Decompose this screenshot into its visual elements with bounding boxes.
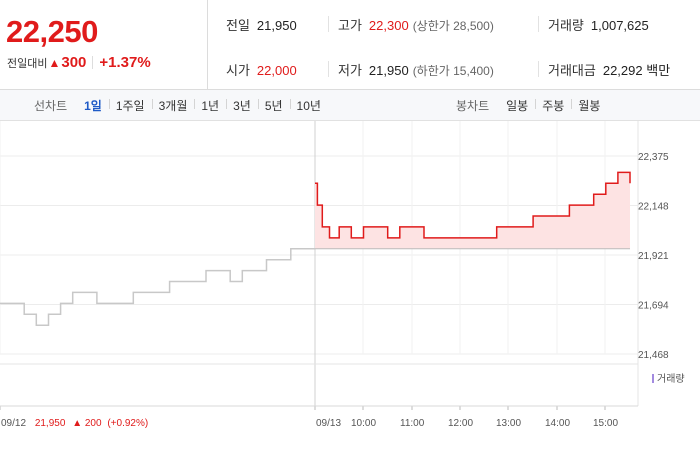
tab-10y[interactable]: 10년	[289, 97, 328, 114]
area-fill	[315, 172, 630, 249]
stats-grid: 전일 21,950 고가 22,300 (상한가 28,500) 거래량 1,007,6…	[208, 0, 700, 90]
stat-value: 21,950	[368, 63, 409, 78]
line-chart-tabs: 선차트 1일 1주일 3개월 1년 3년 5년 10년	[34, 90, 328, 121]
stat-prev-close: 전일 21,950	[226, 15, 297, 34]
change-amount: 300	[61, 54, 87, 71]
stat-trade-value: 거래대금 22,292 백만	[548, 60, 670, 79]
quote-header: 22,250 전일대비 ▲ 300 +1.37% 전일 21,950 고가 22,3…	[0, 0, 700, 90]
tab-daily[interactable]: 일봉	[506, 99, 529, 113]
line-chart-label: 선차트	[34, 99, 68, 113]
up-triangle-icon: ▲	[48, 55, 61, 70]
chart-series	[0, 171, 631, 326]
y-tick-label: 22,375	[638, 152, 669, 163]
divider	[328, 61, 329, 77]
change-label: 전일대비	[7, 57, 48, 70]
volume-legend-swatch	[652, 374, 654, 383]
chart-period-tabs: 선차트 1일 1주일 3개월 1년 3년 5년 10년 봉차트 일봉 주봉 월봉	[0, 90, 700, 121]
tab-3y[interactable]: 3년	[226, 97, 258, 114]
prev-day-change-percent: (+0.92%)	[107, 418, 148, 429]
stat-sub: (하한가 15,400)	[412, 64, 494, 78]
x-tick-label: 14:00	[545, 418, 570, 429]
tab-monthly[interactable]: 월봉	[571, 97, 607, 114]
tab-1d[interactable]: 1일	[84, 99, 102, 113]
prev-day-change: 200	[85, 418, 102, 429]
series-line-09/13	[315, 171, 631, 239]
stat-value: 22,000	[256, 63, 297, 78]
divider	[92, 56, 94, 69]
stat-label: 거래량	[548, 18, 584, 33]
y-tick-label: 21,468	[638, 350, 669, 361]
stat-value: 22,300	[368, 18, 409, 33]
x-tick-label: 13:00	[496, 418, 521, 429]
x-tick-label: 15:00	[593, 418, 618, 429]
y-tick-label: 21,921	[638, 251, 669, 262]
change-percent: +1.37%	[99, 54, 151, 71]
tab-5y[interactable]: 5년	[257, 97, 290, 114]
tab-1w[interactable]: 1주일	[108, 97, 152, 114]
stat-open: 시가 22,000	[226, 60, 297, 79]
price-chart[interactable]: 22,375 22,148 21,921 21,694 21,468 거래량 09/13…	[0, 121, 700, 450]
stat-label: 저가	[338, 63, 362, 78]
chart-fill	[315, 172, 630, 250]
y-axis-ticks: 22,375 22,148 21,921 21,694 21,468	[638, 152, 669, 361]
stat-sub: (상한가 28,500)	[412, 19, 494, 33]
divider	[538, 16, 539, 32]
candle-chart-tabs: 봉차트 일봉 주봉 월봉	[456, 90, 607, 121]
stat-label: 시가	[226, 63, 250, 78]
up-triangle-icon: ▲	[72, 418, 82, 429]
stat-unit: 백만	[646, 63, 671, 78]
volume-legend-label: 거래량	[657, 373, 685, 385]
stat-label: 전일	[226, 18, 250, 33]
current-price: 22,250	[6, 14, 98, 49]
x-axis-ticks: 09/13 10:00 11:00 12:00 13:00 14:00 15:00	[316, 418, 618, 429]
stat-value: 21,950	[256, 18, 297, 33]
divider	[328, 16, 329, 32]
tab-1y[interactable]: 1년	[194, 97, 226, 114]
x-tick-label: 09/13	[316, 418, 341, 429]
stat-low: 저가 21,950 (하한가 15,400)	[338, 60, 494, 79]
prev-day-date: 09/12	[1, 418, 26, 429]
candle-chart-label: 봉차트	[456, 99, 490, 113]
prev-day-close: 21,950	[35, 418, 66, 429]
stat-volume: 거래량 1,007,625	[548, 15, 649, 34]
divider	[538, 61, 539, 77]
tab-weekly[interactable]: 주봉	[535, 97, 571, 114]
x-tick-label: 10:00	[351, 418, 376, 429]
price-summary: 22,250 전일대비 ▲ 300 +1.37%	[0, 0, 208, 90]
stat-label: 거래대금	[548, 63, 596, 78]
tab-3m[interactable]: 3개월	[151, 97, 195, 114]
x-tick-label: 12:00	[448, 418, 473, 429]
y-tick-label: 22,148	[638, 202, 669, 213]
y-tick-label: 21,694	[638, 301, 669, 312]
x-tick-label: 11:00	[400, 418, 425, 429]
stat-value: 1,007,625	[590, 18, 649, 33]
stat-high: 고가 22,300 (상한가 28,500)	[338, 15, 494, 34]
prev-day-summary: 09/12 21,950 ▲ 200 (+0.92%)	[1, 418, 148, 429]
stat-label: 고가	[338, 18, 362, 33]
stat-value: 22,292	[602, 63, 643, 78]
chart-grid	[0, 121, 639, 410]
series-line-09/12	[0, 248, 315, 326]
change-row: 전일대비 ▲ 300 +1.37%	[7, 54, 151, 71]
